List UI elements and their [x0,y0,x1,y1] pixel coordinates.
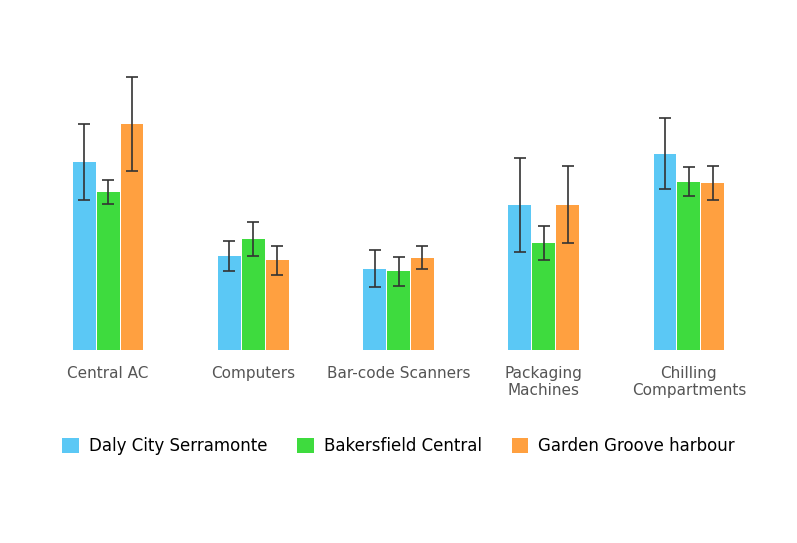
Bar [120,124,143,350]
Bar [265,260,289,350]
Bar [363,269,386,350]
Bar [387,271,410,350]
Bar [242,239,265,350]
Bar [508,205,532,350]
Bar [701,184,724,350]
Bar [73,162,96,350]
Bar [218,256,241,350]
Bar [532,243,555,350]
Bar [411,257,434,350]
Bar [677,182,701,350]
Bar [654,154,677,350]
Bar [556,205,579,350]
Bar [96,192,120,350]
Legend: Daly City Serramonte, Bakersfield Central, Garden Groove harbour: Daly City Serramonte, Bakersfield Centra… [53,429,744,464]
